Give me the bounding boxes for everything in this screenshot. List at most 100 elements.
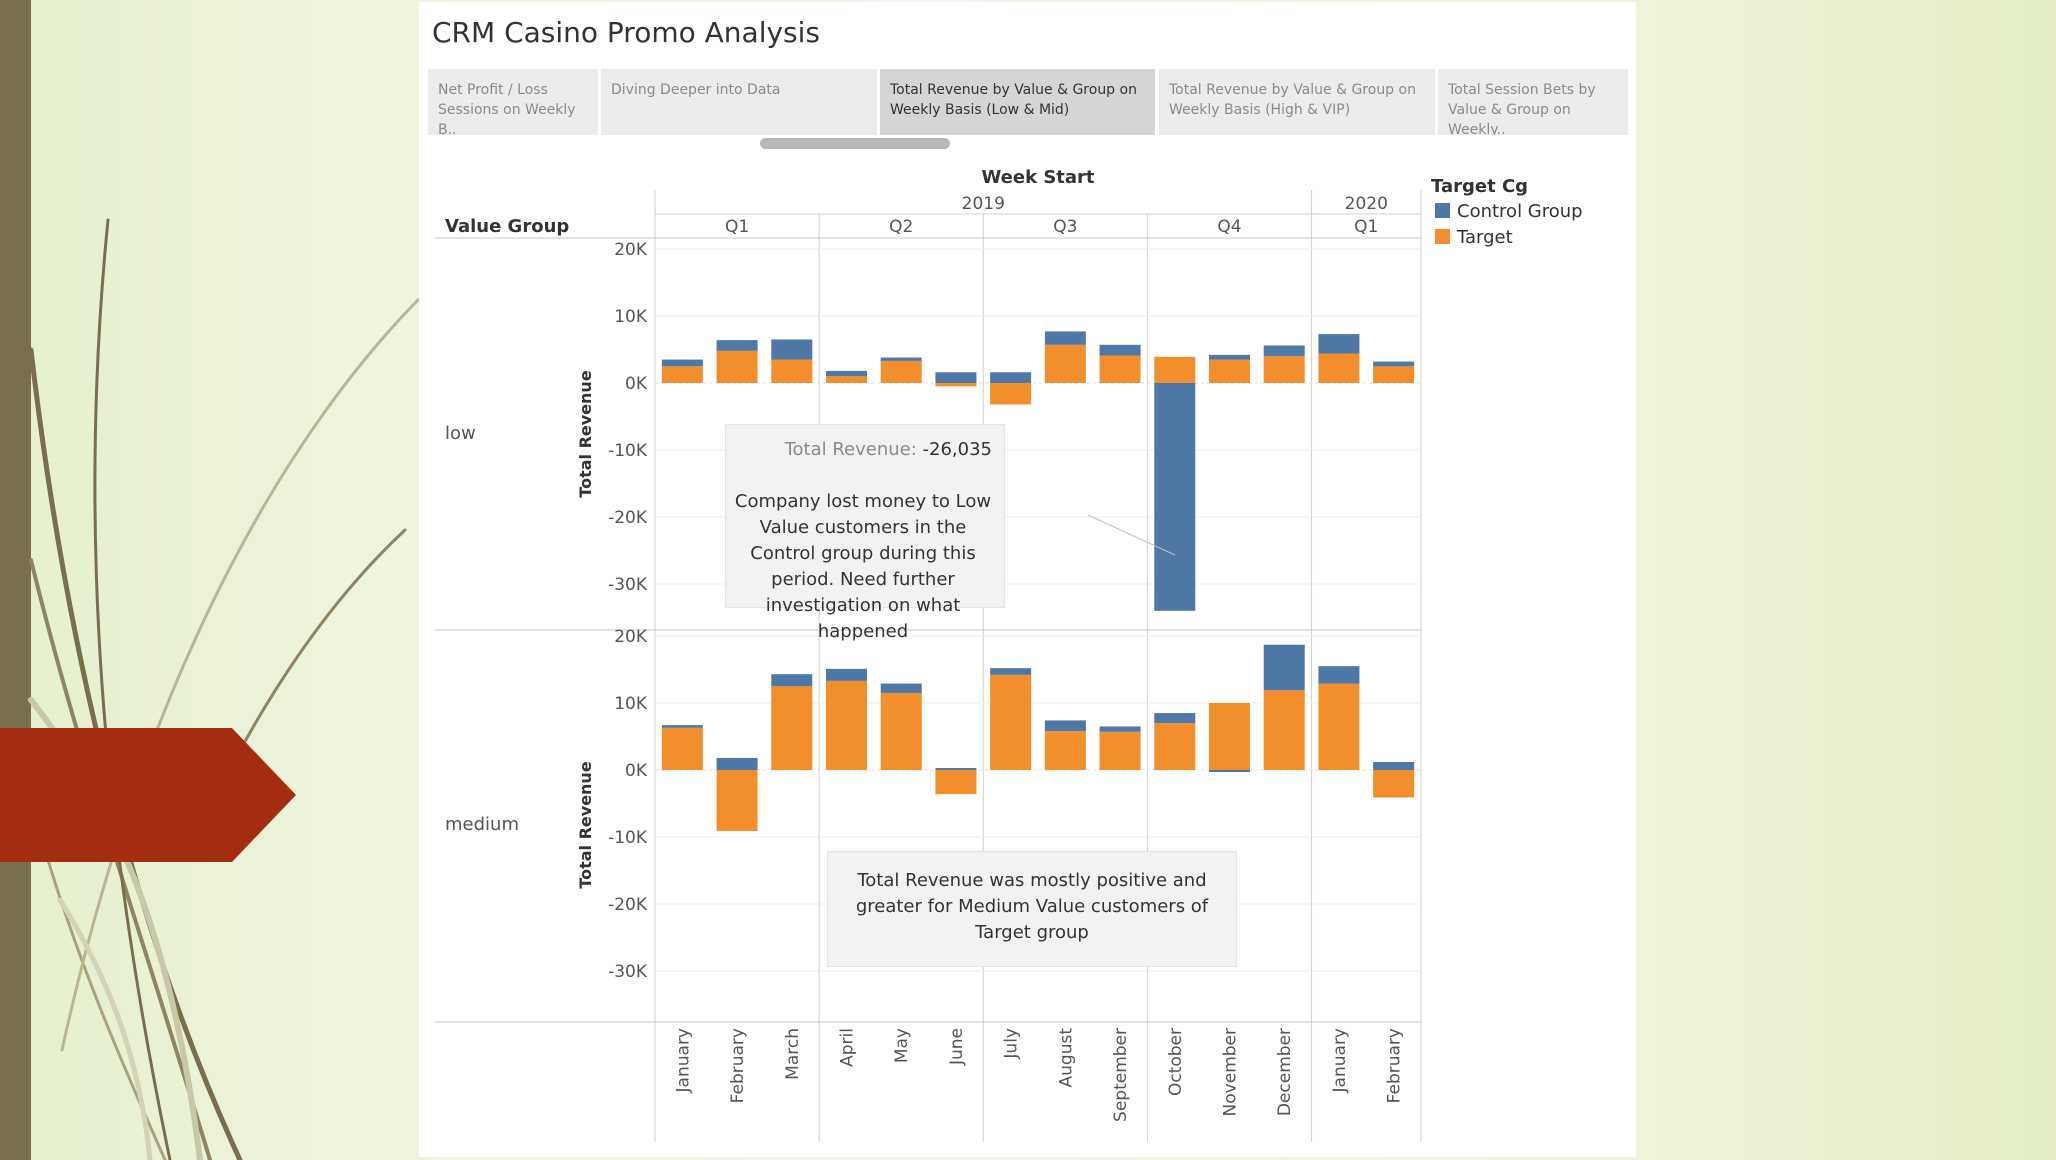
bar-low-control-group: [716, 340, 758, 351]
y-tick-label: -10K: [608, 441, 648, 461]
row-label-medium: medium: [445, 814, 519, 835]
red-arrow-shape: [0, 728, 296, 862]
tab-net-profit[interactable]: Net Profit / Loss Sessions on Weekly B..: [428, 69, 598, 135]
month-label: April: [838, 1028, 858, 1067]
y-tick-label: -20K: [608, 508, 648, 528]
quarter-label: Q1: [1354, 217, 1378, 237]
bar-medium-target: [771, 686, 813, 770]
bar-low-control-group: [1318, 334, 1360, 354]
quarter-label: Q4: [1217, 217, 1241, 237]
bar-low-target: [990, 383, 1032, 405]
month-label: March: [783, 1028, 803, 1080]
bar-medium-control-group: [1263, 644, 1305, 691]
bar-low-control-group: [826, 370, 867, 377]
bar-low-target: [1318, 353, 1360, 383]
y-tick-label: -20K: [608, 895, 648, 915]
bar-low-target: [661, 366, 703, 383]
bar-medium-target: [990, 674, 1032, 770]
tooltip-label: Total Revenue:: [784, 439, 917, 460]
medium-annotation-text: Total Revenue was mostly positive and gr…: [855, 870, 1209, 943]
legend-swatch-target: [1435, 229, 1450, 244]
decorative-grass-lines: [28, 218, 420, 1160]
bar-low-target: [1099, 355, 1141, 383]
y-tick-label: 20K: [614, 627, 648, 647]
bar-low-control-group: [1209, 354, 1250, 360]
left-accent-bar: [0, 0, 31, 1160]
annotation-leader-line: [1087, 514, 1176, 556]
bar-medium-control-group: [1154, 713, 1196, 724]
bar-low-target: [1154, 356, 1196, 383]
quarter-label: Q3: [1053, 217, 1077, 237]
bar-medium-target: [1263, 690, 1305, 770]
month-label: June: [947, 1028, 967, 1066]
bar-medium-target: [935, 770, 977, 795]
month-label: July: [1002, 1028, 1022, 1060]
bar-low-control-group: [935, 372, 977, 383]
month-label: November: [1221, 1028, 1241, 1116]
bar-medium-target: [661, 727, 703, 770]
bar-low-target: [935, 383, 977, 387]
month-label: September: [1111, 1028, 1131, 1122]
bar-low-target: [1209, 359, 1250, 383]
y-axis-title: Total Revenue: [576, 370, 595, 498]
dashboard-title: CRM Casino Promo Analysis: [432, 16, 821, 49]
bar-low-target: [1263, 356, 1305, 383]
bar-medium-control-group: [661, 725, 703, 728]
bar-medium-control-group: [1044, 720, 1086, 732]
bar-low-target: [1044, 344, 1086, 383]
y-tick-label: -30K: [608, 575, 648, 595]
bar-medium-control-group: [935, 767, 977, 770]
y-tick-label: 20K: [614, 240, 648, 260]
year-label: 2019: [962, 194, 1005, 214]
bar-medium-target: [1209, 703, 1250, 770]
bar-low-target: [826, 376, 867, 383]
legend-label: Control Group: [1457, 201, 1583, 222]
bar-medium-target: [1099, 731, 1141, 770]
medium-annotation-tooltip: Total Revenue was mostly positive and gr…: [827, 851, 1237, 967]
bar-medium-target: [826, 680, 867, 770]
bar-medium-control-group: [880, 683, 922, 693]
bar-low-control-group: [880, 357, 922, 361]
bar-low-control-group: [1154, 383, 1196, 611]
bar-medium-control-group: [1099, 726, 1141, 732]
bar-medium-control-group: [1209, 770, 1250, 773]
bar-low-control-group: [661, 359, 703, 367]
bar-medium-target: [880, 692, 922, 770]
revenue-chart: Week Start Value Group Q1 Q2 Q3 Q4 2019 Q1 2020 l…: [435, 167, 1583, 1142]
low-annotation-text: Company lost money to Low Value customer…: [734, 491, 992, 642]
bar-medium-target: [1373, 770, 1415, 798]
tab-diving-deeper[interactable]: Diving Deeper into Data: [601, 69, 877, 135]
tab-scrollbar-thumb[interactable]: [760, 138, 950, 149]
y-tick-label: -10K: [608, 828, 648, 848]
column-header: Week Start: [981, 167, 1094, 188]
bar-medium-control-group: [1318, 666, 1360, 684]
tab-revenue-low-mid[interactable]: Total Revenue by Value & Group on Weekly…: [880, 69, 1155, 135]
y-tick-label: 0K: [625, 761, 648, 781]
bar-medium-control-group: [990, 668, 1032, 675]
bar-medium-control-group: [826, 668, 867, 681]
quarter-label: Q1: [725, 217, 749, 237]
bar-medium-target: [1044, 731, 1086, 770]
bar-low-control-group: [1263, 345, 1305, 357]
year-label: 2020: [1345, 194, 1388, 214]
bar-low-target: [716, 350, 758, 383]
bar-medium-control-group: [771, 674, 813, 687]
y-tick-label: -30K: [608, 962, 648, 982]
bar-medium-target: [1154, 723, 1196, 770]
y-tick-label: 0K: [625, 374, 648, 394]
quarter-label: Q2: [889, 217, 913, 237]
row-header: Value Group: [445, 216, 569, 237]
dashboard-panel: CRM Casino Promo Analysis Net Profit / L…: [419, 2, 1636, 1157]
bar-medium-control-group: [716, 757, 758, 770]
low-annotation-tooltip: Total Revenue: -26,035 Company lost mone…: [725, 424, 1005, 642]
bar-medium-target: [1318, 683, 1360, 770]
tab-session-bets[interactable]: Total Session Bets by Value & Group on W…: [1438, 69, 1628, 135]
month-label: January: [1330, 1028, 1350, 1093]
legend-label: Target: [1456, 227, 1513, 248]
tab-revenue-high-vip[interactable]: Total Revenue by Value & Group on Weekly…: [1159, 69, 1435, 135]
bar-low-target: [1373, 366, 1415, 383]
month-label: December: [1275, 1028, 1295, 1116]
legend-swatch-control-group: [1435, 203, 1450, 218]
y-tick-label: 10K: [614, 694, 648, 714]
y-tick-label: 10K: [614, 307, 648, 327]
